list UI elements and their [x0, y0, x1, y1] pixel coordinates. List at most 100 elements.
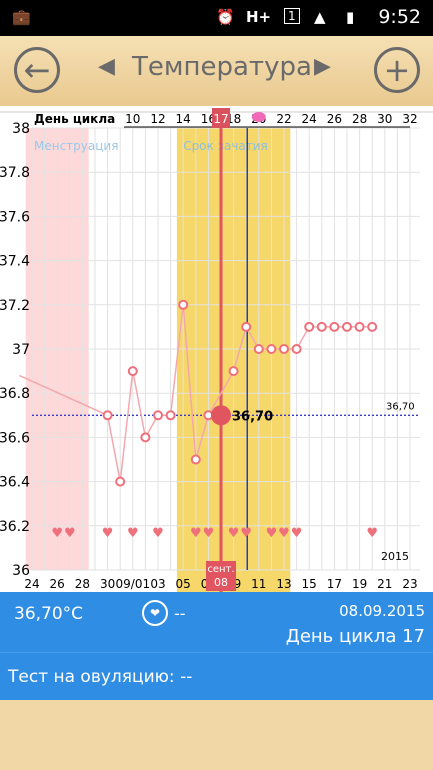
- bottom-area: [0, 700, 433, 770]
- heart-icon: ♥: [291, 526, 303, 541]
- network-type: H+: [246, 8, 272, 26]
- y-tick-label: 37.4: [0, 254, 30, 270]
- next-arrow-icon[interactable]: ▶: [314, 54, 331, 79]
- heart-icon: ♥: [127, 526, 139, 541]
- cycle-tick-label: 22: [276, 112, 291, 126]
- temperature-point: [140, 432, 151, 443]
- briefcase-icon: 💼: [12, 8, 31, 26]
- signal-icon: ▲: [314, 8, 326, 26]
- heart-icon: ♥: [64, 526, 76, 541]
- date-tick-label: 21: [377, 577, 392, 591]
- y-tick-label: 36.8: [0, 386, 30, 402]
- cycle-tick-label: 24: [302, 112, 317, 126]
- cycle-tick-label: 28: [352, 112, 367, 126]
- date-tick-label: 26: [50, 577, 65, 591]
- cycle-tick-label: 14: [176, 112, 191, 126]
- heart-icon: ♥: [266, 526, 278, 541]
- temperature-point: [342, 321, 352, 332]
- ovulation-test-label: Тест на овуляцию: --: [8, 667, 193, 687]
- date-tick-label: 03: [150, 577, 165, 591]
- ovulation-marker-icon: [251, 112, 266, 122]
- cycle-day-header: День цикла: [34, 112, 115, 126]
- temperature-points: [102, 299, 378, 487]
- selected-point[interactable]: [211, 405, 231, 426]
- temperature-point: [228, 366, 239, 377]
- temperature-point: [241, 321, 252, 332]
- selected-value-label: 36,70: [232, 409, 273, 424]
- temperature-point: [266, 344, 277, 354]
- temperature-point: [253, 344, 264, 354]
- temperature-point: [304, 321, 315, 332]
- temperature-point: [115, 476, 126, 487]
- battery-icon: ▮: [346, 8, 355, 26]
- temperature-point: [153, 410, 163, 421]
- alarm-icon: ⏰: [216, 8, 235, 26]
- prev-arrow-icon[interactable]: ◀: [98, 54, 115, 79]
- temperature-point: [102, 410, 113, 421]
- selected-date: 08.09.2015: [339, 602, 425, 620]
- heart-markers: ♥ ♥ ♥ ♥ ♥ ♥ ♥ ♥ ♥ ♥ ♥ ♥ ♥: [51, 526, 378, 541]
- heart-icon: ♥: [51, 526, 63, 541]
- y-tick-label: 36.2: [0, 519, 30, 535]
- toolbar: ← ◀ Температура ▶ +: [0, 36, 433, 106]
- status-bar: 💼 ⏰ H+ 1 ▲ ▮ 9:52: [0, 0, 433, 36]
- cycle-tick-label: 12: [150, 112, 165, 126]
- ovulation-test-row[interactable]: Тест на овуляцию: --: [0, 652, 433, 701]
- temperature-point: [165, 410, 176, 421]
- y-axis-ticks: 38 37.8 37.6 37.4 37.2 37 36.8 36.6 36.4 36.2 36: [0, 121, 30, 579]
- sim-icon: 1: [284, 8, 300, 24]
- temperature-point: [316, 321, 327, 332]
- current-day-badge: [212, 108, 230, 128]
- date-tick-label: 19: [352, 577, 367, 591]
- temperature-point: [127, 366, 138, 377]
- cycle-tick-label: 10: [125, 112, 140, 126]
- date-tick-label: 11: [251, 577, 266, 591]
- temperature-point: [279, 344, 289, 354]
- temperature-point: [291, 344, 302, 354]
- selected-month-box: [206, 561, 236, 591]
- y-tick-label: 38: [12, 121, 30, 137]
- intercourse-value: --: [174, 604, 186, 623]
- date-tick-label: 28: [75, 577, 90, 591]
- y-tick-label: 37.8: [0, 165, 30, 181]
- back-button[interactable]: ←: [14, 47, 60, 93]
- temperature-chart[interactable]: Менструация Срок зачатия День цикла 10 12…: [0, 106, 433, 592]
- date-tick-label: 05: [176, 577, 191, 591]
- date-tick-label: 24: [24, 577, 39, 591]
- cycle-day-label: День цикла 17: [285, 626, 425, 647]
- temperature-value: 36,70°C: [14, 604, 84, 624]
- date-tick-label: 30: [100, 577, 115, 591]
- date-tick-label: 15: [302, 577, 317, 591]
- heart-icon: ♥: [102, 526, 114, 541]
- y-tick-label: 37.2: [0, 298, 30, 314]
- heart-icon: ♥: [152, 526, 164, 541]
- y-tick-label: 36: [12, 563, 30, 579]
- selected-day-label: 08: [214, 576, 228, 589]
- temperature-point: [367, 321, 378, 332]
- heart-icon: ♥: [190, 526, 202, 541]
- heart-icon[interactable]: ❤: [142, 600, 168, 626]
- menstruation-label: Менструация: [34, 139, 118, 153]
- y-tick-label: 36.6: [0, 430, 30, 446]
- heart-icon: ♥: [366, 526, 378, 541]
- add-button[interactable]: +: [374, 47, 420, 93]
- y-tick-label: 37.6: [0, 209, 30, 225]
- temperature-point: [354, 321, 365, 332]
- temperature-point: [178, 299, 189, 310]
- year-label: 2015: [381, 550, 409, 563]
- conception-label: Срок зачатия: [183, 139, 268, 153]
- date-tick-label: 17: [327, 577, 342, 591]
- heart-icon: ♥: [228, 526, 240, 541]
- cycle-tick-label: 26: [327, 112, 342, 126]
- page-title: Температура: [132, 52, 312, 82]
- date-tick-label: 09/01: [116, 577, 151, 591]
- y-tick-label: 37: [12, 342, 30, 358]
- coverline-label: 36,70: [386, 401, 415, 412]
- info-panel: 36,70°C ❤ -- 08.09.2015 День цикла 17: [0, 592, 433, 652]
- date-tick-label: 13: [276, 577, 291, 591]
- cycle-tick-label: 32: [402, 112, 417, 126]
- chart-svg: Менструация Срок зачатия День цикла 10 12…: [0, 106, 433, 592]
- current-day-badge-text: 17: [213, 112, 228, 126]
- date-tick-label: 23: [402, 577, 417, 591]
- selected-month-label: сент.: [207, 564, 234, 575]
